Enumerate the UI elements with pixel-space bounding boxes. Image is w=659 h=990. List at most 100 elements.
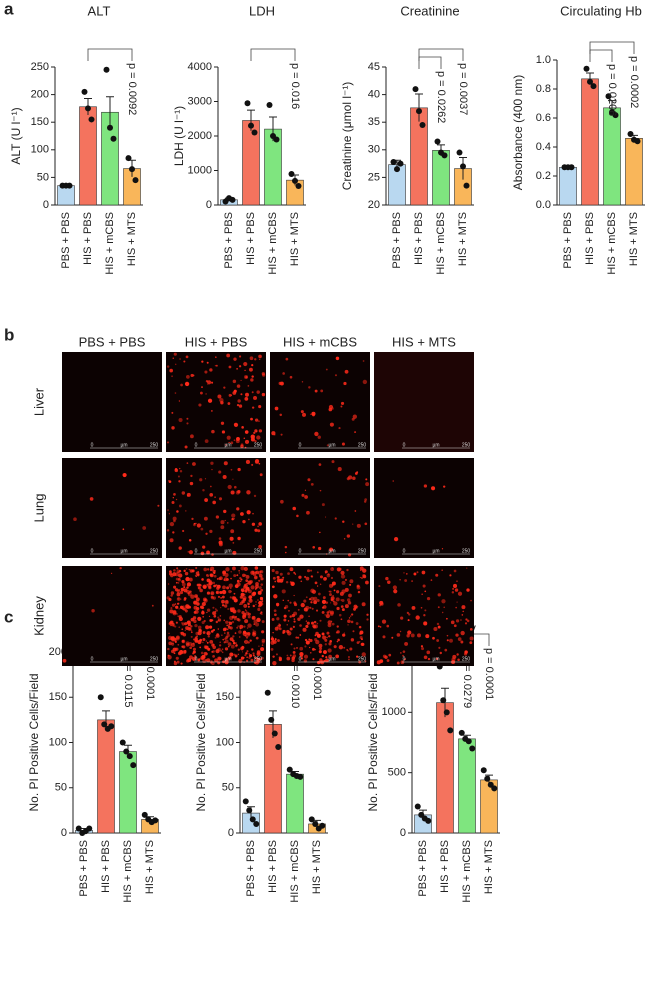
x-tick-label: HIS + MTS	[628, 212, 640, 266]
cell-spot	[196, 523, 201, 528]
cell-spot	[254, 571, 258, 574]
y-tick-label: 100	[49, 736, 67, 748]
cell-spot	[231, 620, 235, 624]
cell-spot	[441, 611, 444, 614]
cell-spot	[239, 603, 241, 606]
cell-spot	[244, 639, 249, 644]
cell-spot	[416, 633, 422, 638]
cell-spot	[312, 658, 315, 661]
cell-spot	[227, 484, 232, 490]
cell-spot	[337, 638, 340, 642]
x-tick-label: HIS + mCBS	[267, 212, 279, 275]
p-value: p = 0.0002	[628, 56, 640, 108]
cell-spot	[272, 576, 276, 580]
scale-label: 250	[254, 656, 263, 662]
cell-spot	[209, 573, 214, 578]
cell-spot	[289, 654, 292, 657]
cell-spot	[245, 459, 251, 465]
cell-spot	[236, 626, 239, 629]
p-value: p = 0.0115	[122, 656, 134, 707]
cell-spot	[243, 656, 245, 659]
cell-spot	[331, 622, 335, 626]
cell-spot	[192, 616, 197, 620]
cell-spot	[173, 625, 175, 627]
cell-spot	[340, 574, 346, 579]
cell-spot	[324, 516, 327, 518]
cell-spot	[257, 529, 261, 533]
cell-spot	[247, 615, 251, 619]
cell-spot	[257, 607, 261, 612]
cell-spot	[273, 594, 278, 599]
cell-spot	[460, 619, 462, 621]
cell-spot	[446, 617, 448, 620]
cell-spot	[250, 658, 254, 662]
scale-label: µm	[224, 548, 231, 554]
cell-spot	[252, 652, 255, 655]
cell-spot	[423, 484, 428, 488]
cell-spot	[397, 603, 401, 607]
cell-spot	[238, 404, 243, 408]
cell-spot	[243, 604, 248, 608]
y-axis-label: No. PI Positive Cells/Field	[27, 673, 41, 811]
cell-spot	[433, 626, 438, 632]
bar	[286, 773, 304, 834]
cell-spot	[352, 523, 354, 525]
cell-spot	[211, 553, 214, 556]
cell-spot	[436, 639, 440, 642]
scale-label: µm	[328, 442, 335, 448]
cell-spot	[316, 571, 319, 574]
cell-spot	[212, 643, 215, 646]
significance-bracket	[418, 48, 464, 61]
cell-spot	[181, 639, 186, 644]
cell-spot	[297, 617, 301, 621]
cell-spot	[466, 567, 468, 569]
cell-spot	[212, 655, 216, 658]
cell-spot	[241, 651, 244, 653]
cell-spot	[242, 519, 246, 524]
cell-spot	[278, 656, 282, 660]
x-tick-label: PBS + PBS	[417, 840, 429, 897]
cell-spot	[286, 624, 288, 626]
cell-spot	[293, 601, 297, 605]
cell-spot	[221, 648, 224, 651]
image-background	[166, 458, 266, 558]
cell-spot	[341, 442, 345, 446]
cell-spot	[192, 647, 197, 651]
cell-spot	[224, 637, 227, 640]
cell-spot	[247, 612, 251, 616]
cell-spot	[259, 612, 262, 615]
cell-spot	[225, 567, 230, 572]
cell-spot	[255, 622, 260, 627]
cell-spot	[222, 474, 227, 480]
cell-spot	[202, 631, 206, 634]
cell-spot	[312, 545, 316, 549]
cell-spot	[356, 523, 361, 528]
cell-spot	[322, 596, 326, 600]
scale-label: µm	[432, 656, 439, 662]
cell-spot	[385, 576, 389, 581]
cell-spot	[188, 605, 192, 609]
scale-label: µm	[224, 656, 231, 662]
cell-spot	[195, 575, 198, 578]
cell-spot	[218, 577, 222, 581]
cell-spot	[245, 659, 249, 662]
data-point	[568, 164, 575, 171]
cell-spot	[230, 529, 235, 534]
cell-spot	[229, 607, 233, 611]
cell-spot	[326, 611, 330, 614]
scale-label: 250	[462, 656, 471, 662]
cell-spot	[456, 601, 458, 603]
cell-spot	[237, 648, 241, 651]
cell-spot	[233, 389, 237, 393]
p-value: p = 0.0092	[126, 63, 138, 115]
cell-spot	[180, 650, 183, 652]
cell-spot	[362, 568, 367, 573]
cell-spot	[348, 658, 350, 661]
cell-spot	[273, 609, 277, 613]
cell-spot	[308, 598, 312, 601]
cell-spot	[244, 439, 250, 444]
cell-spot	[456, 653, 459, 656]
cell-spot	[343, 381, 347, 386]
cell-spot	[439, 651, 442, 655]
cell-spot	[245, 586, 250, 591]
